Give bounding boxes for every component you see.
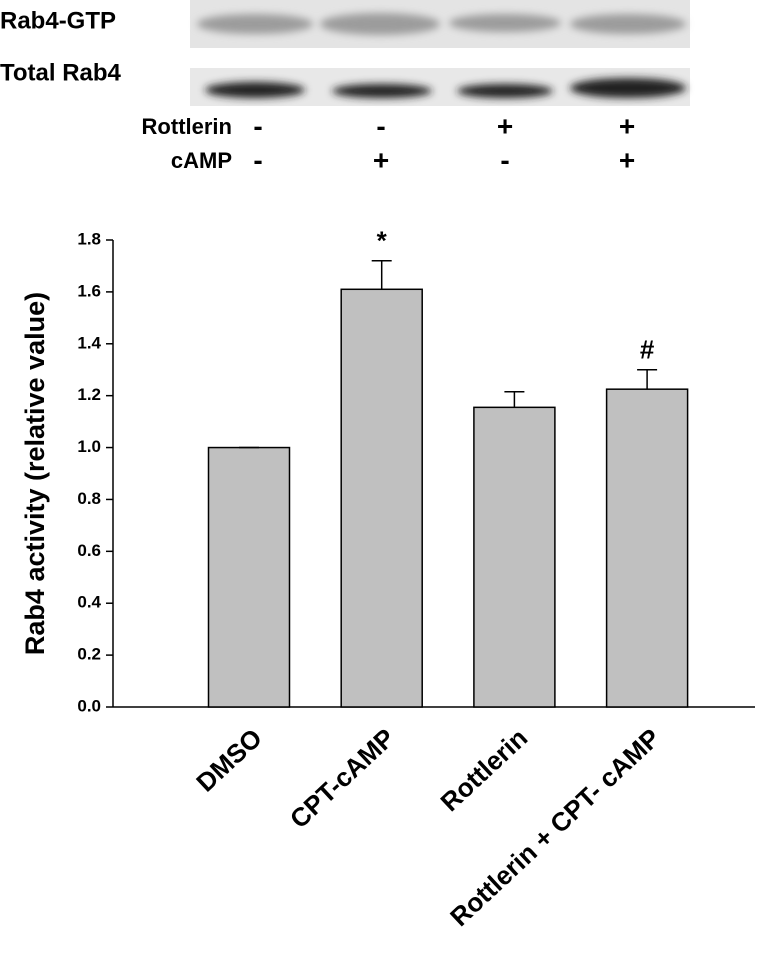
condition-label: Rottlerin	[142, 114, 232, 139]
y-tick-label: 0.0	[77, 696, 101, 715]
error-bar	[371, 260, 392, 290]
y-tick-label: 0.8	[77, 489, 101, 508]
blot-row-label: Rab4-GTP	[0, 7, 116, 34]
y-tick-label: 1.2	[77, 385, 101, 404]
y-tick-label: 0.2	[77, 645, 101, 664]
x-tick-label: Rottlerin + CPT- cAMP	[444, 722, 666, 932]
bar	[207, 446, 291, 708]
y-tick-label: 1.6	[77, 281, 101, 300]
y-axis-label: Rab4 activity (relative value)	[20, 292, 50, 655]
bar	[340, 288, 423, 708]
x-tick-label: CPT-cAMP	[284, 722, 401, 834]
condition-sign: +	[373, 144, 389, 175]
annotation: #	[640, 335, 655, 365]
error-bar	[504, 391, 525, 408]
y-tick-label: 1.4	[77, 333, 101, 352]
error-bar	[637, 368, 658, 390]
blot-image	[190, 0, 690, 106]
bar	[473, 406, 556, 708]
y-tick-label: 1.0	[77, 437, 101, 456]
x-tick-label: DMSO	[190, 722, 268, 797]
bar	[605, 388, 689, 708]
condition-sign: -	[253, 144, 262, 175]
condition-sign: -	[376, 110, 385, 141]
y-tick-label: 0.6	[77, 541, 101, 560]
condition-sign: -	[253, 110, 262, 141]
x-tick-label: Rottlerin	[435, 722, 534, 817]
condition-label: cAMP	[171, 148, 232, 173]
blot-row-label: Total Rab4	[0, 59, 122, 86]
condition-sign: +	[619, 110, 635, 141]
condition-sign: +	[497, 110, 513, 141]
y-tick-label: 0.4	[77, 593, 101, 612]
condition-sign: +	[619, 144, 635, 175]
annotation: *	[377, 226, 388, 256]
condition-sign: -	[500, 144, 509, 175]
y-tick-label: 1.8	[77, 229, 101, 248]
